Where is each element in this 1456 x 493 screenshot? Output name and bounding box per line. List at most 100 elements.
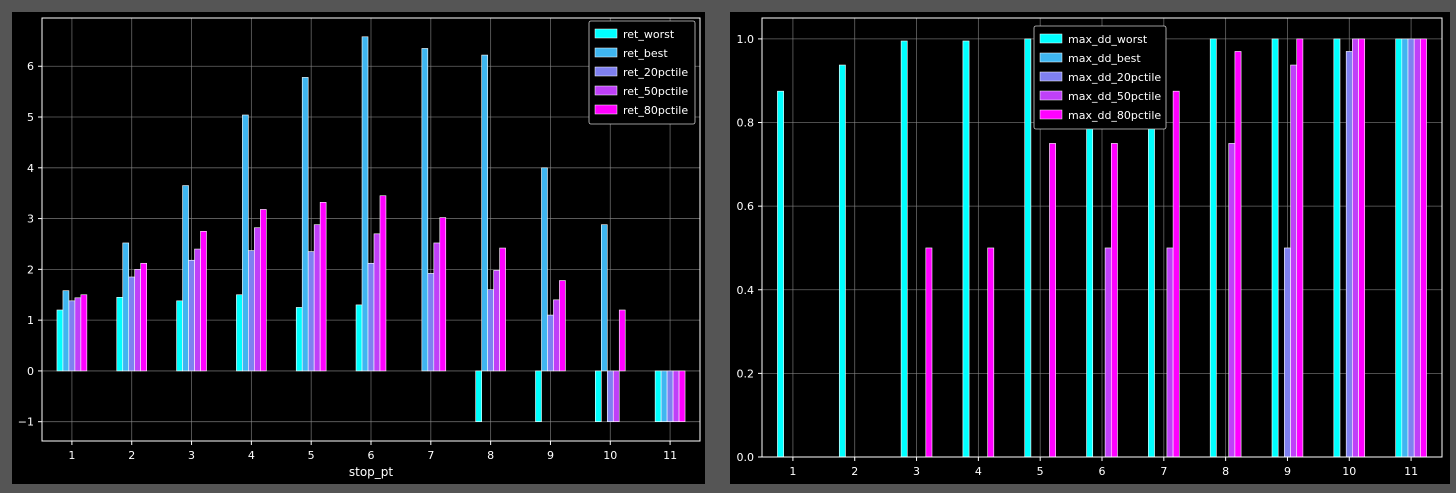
bar-ret_80pctile-5 <box>319 202 327 372</box>
bar-ret_50pctile-7 <box>433 242 441 372</box>
right-chart-panel: 0.0 0.2 0.4 0.6 0.8 1.0 1 2 3 4 5 6 7 8 9 10 11 max_dd_wo… <box>730 12 1450 484</box>
x-tick-label: 6 <box>368 449 375 462</box>
bar-max_dd_80pctile-5 <box>1049 143 1056 458</box>
bar-ret_best-8 <box>481 54 488 372</box>
bar-ret_best-10 <box>600 224 608 372</box>
y-tick-label: 0.8 <box>737 117 755 130</box>
x-tick-label: 1 <box>789 465 796 478</box>
x-tick-label: 8 <box>487 449 494 462</box>
x-tick-label: 11 <box>1404 465 1418 478</box>
bar-max_dd_20pctile-9 <box>1284 247 1291 458</box>
bar-max_dd_50pctile-7 <box>1166 247 1174 458</box>
bar-ret_20pctile-1 <box>68 300 76 372</box>
bar-ret_worst-1 <box>56 309 64 372</box>
bar-ret_80pctile-2 <box>140 262 147 372</box>
bar-ret_best-1 <box>62 290 70 372</box>
bar-ret_80pctile-3 <box>200 230 207 372</box>
bar-ret_50pctile-5 <box>313 224 321 372</box>
bar-ret_worst-5 <box>295 307 303 372</box>
bar-max_dd_20pctile-11 <box>1407 38 1415 458</box>
bar-ret_80pctile-1 <box>80 294 88 372</box>
y-tick-label: 4 <box>27 162 34 175</box>
bar-ret_50pctile-8 <box>493 270 500 372</box>
legend-box <box>1033 25 1167 130</box>
bar-ret_20pctile-3 <box>188 259 195 372</box>
x-tick-label: 5 <box>308 449 315 462</box>
bar-ret_80pctile-11 <box>678 370 686 423</box>
legend-label-max_dd_50pctile: max_dd_50pctile <box>1068 90 1161 103</box>
bar-ret_best-11 <box>660 370 668 423</box>
legend-swatch-max_dd_20pctile <box>1039 71 1063 82</box>
bar-max_dd_worst-9 <box>1271 38 1279 458</box>
bar-ret_20pctile-2 <box>128 276 136 372</box>
bar-max_dd_20pctile-10 <box>1345 51 1353 458</box>
legend-swatch-ret_20pctile <box>594 66 618 77</box>
bar-ret_50pctile-4 <box>254 227 261 372</box>
y-tick-label: 6 <box>27 60 34 73</box>
y-tick-label: 2 <box>27 263 34 276</box>
bar-ret_worst-11 <box>654 370 662 423</box>
bar-ret_20pctile-6 <box>367 262 375 372</box>
bar-ret_worst-9 <box>535 370 542 423</box>
legend-label-max_dd_80pctile: max_dd_80pctile <box>1068 109 1161 122</box>
bar-max_dd_80pctile-11 <box>1420 38 1427 458</box>
x-tick-label: 8 <box>1222 465 1229 478</box>
x-tick-label: 9 <box>1284 465 1291 478</box>
bar-ret_worst-8 <box>475 370 482 423</box>
y-tick-label: 0 <box>27 365 34 378</box>
y-tick-label: 0.0 <box>737 451 755 464</box>
x-tick-label: 5 <box>1037 465 1044 478</box>
bar-ret_20pctile-7 <box>427 273 435 372</box>
legend-swatch-max_dd_worst <box>1039 33 1063 44</box>
bar-ret_50pctile-3 <box>194 248 201 372</box>
bar-ret_best-3 <box>182 185 189 372</box>
bar-ret_80pctile-8 <box>499 247 506 372</box>
legend-swatch-ret_50pctile <box>594 85 618 96</box>
bar-ret_worst-4 <box>236 294 243 372</box>
bar-ret_best-6 <box>361 36 369 372</box>
bar-max_dd_best-11 <box>1401 38 1409 458</box>
bar-max_dd_80pctile-3 <box>925 247 933 458</box>
legend-box <box>588 20 696 125</box>
bar-ret_best-5 <box>301 77 309 372</box>
bar-max_dd_80pctile-8 <box>1234 51 1242 458</box>
bar-max_dd_80pctile-4 <box>987 247 995 458</box>
y-tick-label: 1.0 <box>737 33 755 46</box>
legend: ret_worst ret_best ret_20pctile ret_50pctil… <box>588 20 696 125</box>
bar-max_dd_80pctile-6 <box>1110 143 1118 458</box>
bar-ret_80pctile-10 <box>618 309 626 372</box>
x-tick-label: 3 <box>188 449 195 462</box>
bar-max_dd_worst-10 <box>1333 38 1341 458</box>
y-tick-label: 0.4 <box>737 284 755 297</box>
legend-label-ret_50pctile: ret_50pctile <box>623 85 688 98</box>
bar-ret_80pctile-6 <box>379 195 387 372</box>
bar-max_dd_50pctile-9 <box>1290 64 1298 458</box>
bar-ret_best-7 <box>421 48 429 372</box>
bar-max_dd_worst-8 <box>1209 38 1217 458</box>
legend: max_dd_worst max_dd_best max_dd_20pctilema… <box>1033 25 1167 130</box>
bar-max_dd_50pctile-10 <box>1352 38 1359 458</box>
bar-max_dd_50pctile-8 <box>1228 143 1236 458</box>
x-tick-label: 2 <box>128 449 135 462</box>
bar-ret_20pctile-11 <box>666 370 674 423</box>
x-axis-label: stop_pt <box>349 465 394 479</box>
bar-max_dd_80pctile-10 <box>1358 38 1366 458</box>
bar-max_dd_80pctile-7 <box>1172 90 1180 458</box>
bar-ret_50pctile-9 <box>553 299 560 372</box>
y-tick-label: 0.6 <box>737 200 755 213</box>
bar-ret_50pctile-1 <box>74 297 82 372</box>
bar-max_dd_80pctile-9 <box>1296 38 1304 458</box>
bar-max_dd_worst-5 <box>1024 38 1032 458</box>
bar-ret_50pctile-2 <box>134 269 142 372</box>
bar-ret_worst-2 <box>116 296 124 372</box>
legend-swatch-max_dd_50pctile <box>1039 90 1063 101</box>
bar-ret_20pctile-10 <box>606 370 614 423</box>
x-tick-label: 7 <box>1160 465 1167 478</box>
left-chart-panel: −1 0 1 2 3 4 5 6 1 2 3 4 5 6 7 8 9 10 11 stop_pt ret_worst re… <box>12 12 705 484</box>
bar-max_dd_worst-4 <box>962 40 970 458</box>
bar-max_dd_worst-2 <box>838 64 846 458</box>
bar-ret_best-2 <box>122 242 130 372</box>
bar-ret_worst-3 <box>176 300 183 372</box>
bar-max_dd_worst-11 <box>1395 38 1403 458</box>
legend-label-max_dd_20pctile: max_dd_20pctile <box>1068 71 1161 84</box>
